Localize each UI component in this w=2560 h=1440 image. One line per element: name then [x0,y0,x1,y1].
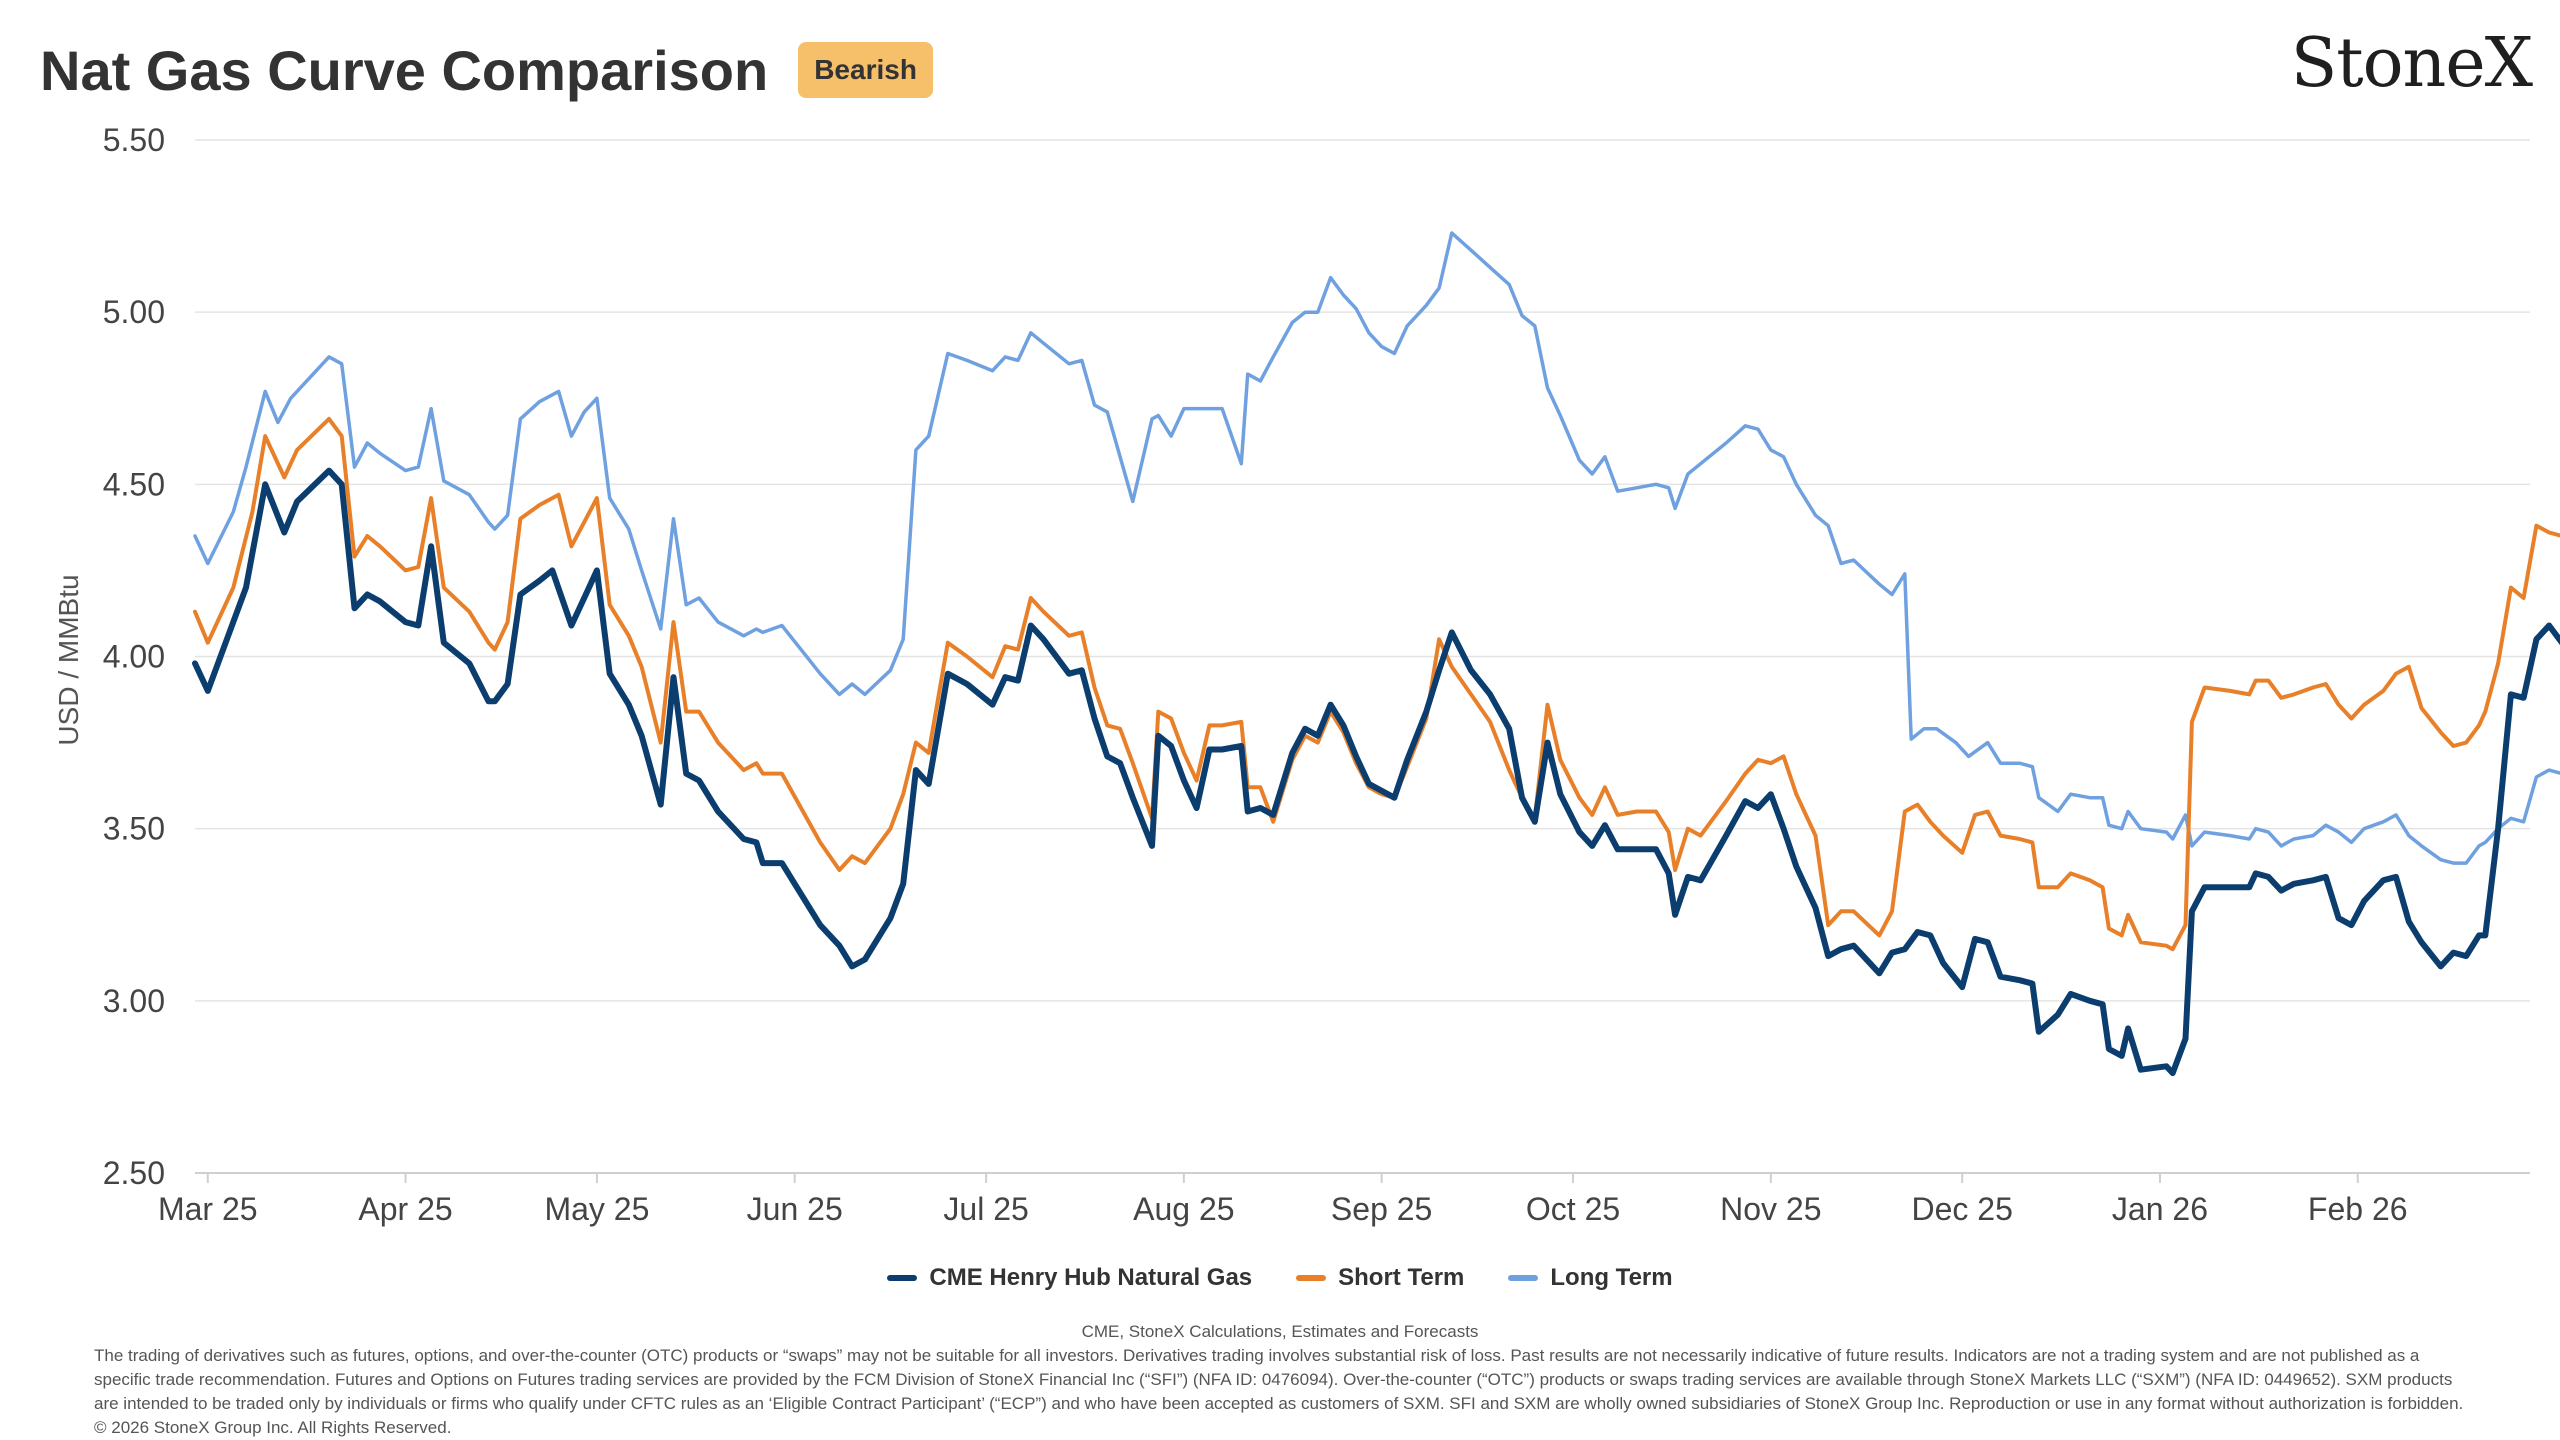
line-chart: 2.50 3.00 3.50 4.00 4.50 5.00 5.50 Mar 25 Apr 2… [53,122,2560,1227]
chart-legend: CME Henry Hub Natural Gas Short Term Long … [0,1264,2560,1292]
legend-item[interactable]: Short Term [1296,1264,1464,1292]
x-axis: Mar 25 Apr 25 May 25 Jun 25 Jul 25 Aug 25 Sep … [158,1172,2530,1227]
grid-lines [195,139,2530,1174]
series-lines [192,231,2560,1077]
y-tick-label: 3.50 [103,811,165,847]
short-term-series-line [193,416,2560,952]
legend-item[interactable]: Long Term [1508,1264,1673,1292]
legend-swatch [1508,1275,1539,1281]
y-tick-label: 4.50 [103,466,165,502]
source-note: CME, StoneX Calculations, Estimates and … [1081,1322,1479,1341]
legend-label: CME Henry Hub Natural Gas [929,1264,1253,1291]
long-term-series-line [193,231,2560,865]
y-axis-title: USD / MMBtu [53,574,84,745]
sentiment-badge: Bearish [798,42,933,98]
y-tick-label: 5.50 [103,122,165,158]
x-tick-label: Jun 25 [747,1191,843,1227]
x-tick-label: Jul 25 [943,1191,1028,1227]
y-tick-label: 4.00 [103,639,165,675]
x-tick-label: Sep 25 [1331,1191,1432,1227]
x-tick-label: Nov 25 [1720,1191,1821,1227]
legend-label: Short Term [1338,1264,1465,1291]
legend-item[interactable]: CME Henry Hub Natural Gas [887,1264,1252,1292]
y-tick-label: 2.50 [103,1155,165,1191]
x-tick-label: Apr 25 [358,1191,452,1227]
stonex-logo: StoneX [2290,24,2533,103]
y-tick-label: 3.00 [103,983,165,1019]
legal-disclaimer: The trading of derivatives such as futur… [94,1346,2464,1437]
legend-swatch [1296,1275,1327,1281]
x-tick-label: Dec 25 [1912,1191,2013,1227]
legend-swatch [887,1275,918,1281]
y-axis: 2.50 3.00 3.50 4.00 4.50 5.00 5.50 [103,122,165,1191]
x-tick-label: Aug 25 [1133,1191,1234,1227]
x-tick-label: Oct 25 [1526,1191,1620,1227]
x-tick-label: May 25 [544,1191,649,1227]
y-tick-label: 5.00 [103,294,165,330]
chart-header: Nat Gas Curve Comparison Bearish [40,30,933,110]
x-tick-label: Feb 26 [2308,1191,2408,1227]
x-tick-label: Jan 26 [2112,1191,2208,1227]
henry-hub-series-line [192,467,2560,1077]
legend-label: Long Term [1550,1264,1673,1291]
chart-title: Nat Gas Curve Comparison [40,38,769,102]
x-tick-label: Mar 25 [158,1191,258,1227]
